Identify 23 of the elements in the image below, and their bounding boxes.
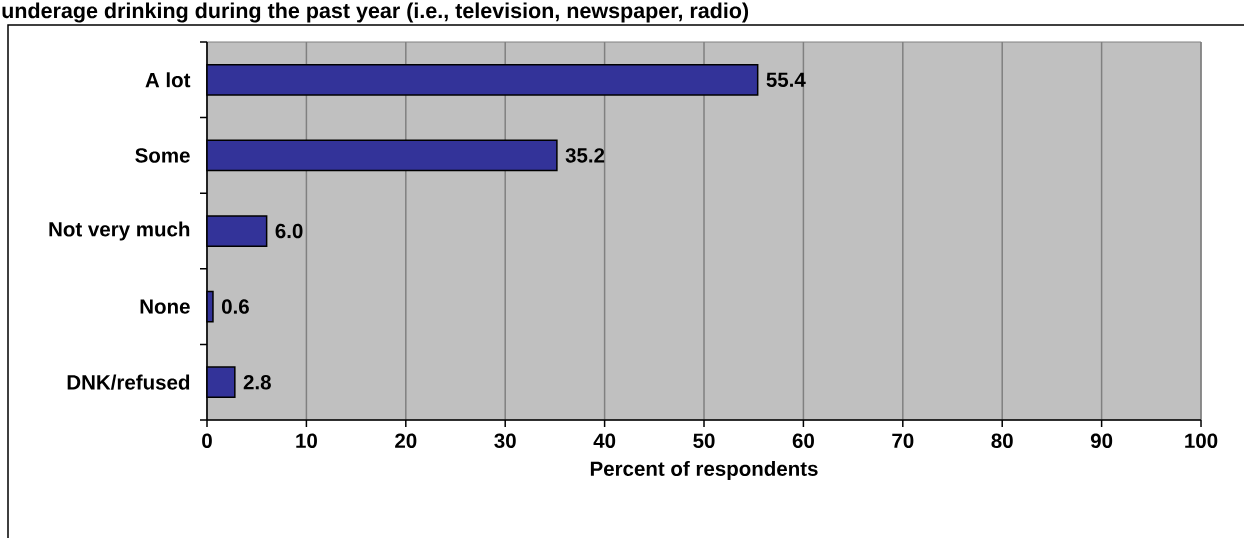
y-tick-label: Some xyxy=(135,148,190,163)
x-tick-label: 60 xyxy=(792,433,814,449)
x-tick-label: 10 xyxy=(296,433,317,449)
x-tick-label: 40 xyxy=(593,433,616,449)
data-label: 0.6 xyxy=(221,299,249,314)
chart-title: underage drinking during the past year (i.e., television, newspaper, radio) xyxy=(2,2,749,23)
x-axis-title: Percent of respondents xyxy=(590,460,818,481)
data-label: 2.8 xyxy=(243,374,271,390)
x-tick-label: 50 xyxy=(693,433,715,449)
x-tick-label: 20 xyxy=(395,433,417,449)
y-tick-label: DNK/refused xyxy=(67,374,190,390)
y-tick-label: A lot xyxy=(145,72,191,88)
x-tick-label: 100 xyxy=(1185,433,1218,449)
x-tick-label: 90 xyxy=(1090,433,1113,449)
y-tick-label: Not very much xyxy=(49,221,190,241)
y-tick-label: None xyxy=(140,299,190,314)
data-label: 55.4 xyxy=(766,72,806,87)
data-label: 35.2 xyxy=(565,148,605,163)
data-label: 6.0 xyxy=(275,223,303,239)
x-tick-label: 80 xyxy=(991,433,1013,449)
x-tick-label: 70 xyxy=(892,433,914,449)
x-tick-label: 30 xyxy=(494,433,516,449)
x-tick-label: 0 xyxy=(202,433,212,449)
